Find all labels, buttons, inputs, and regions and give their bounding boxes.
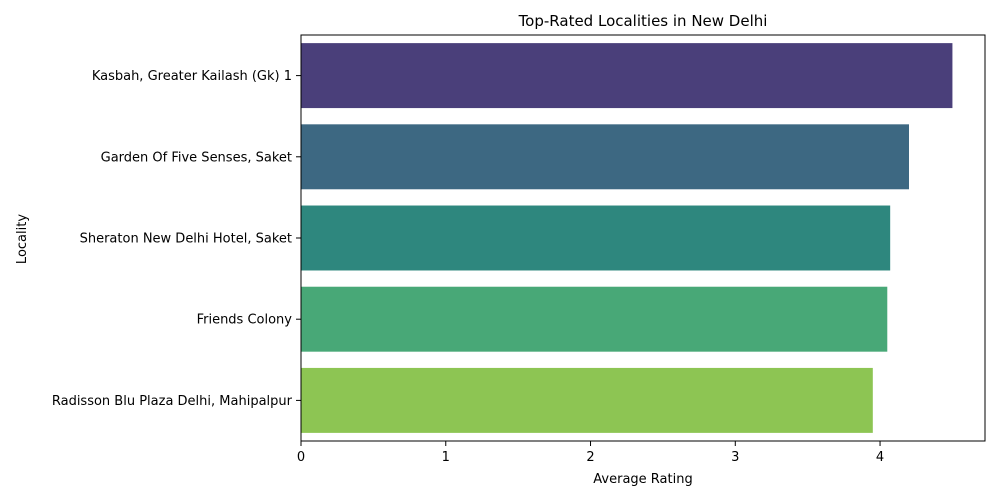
y-tick-label: Radisson Blu Plaza Delhi, Mahipalpur — [52, 394, 293, 409]
x-tick-label: 2 — [586, 450, 594, 465]
y-tick-label: Kasbah, Greater Kailash (Gk) 1 — [92, 69, 292, 84]
x-tick-label: 4 — [876, 450, 884, 465]
bar — [301, 124, 909, 190]
chart-title: Top-Rated Localities in New Delhi — [518, 12, 768, 30]
bar — [301, 205, 891, 271]
bars-layer — [301, 43, 953, 433]
bar — [301, 286, 888, 352]
y-axis-label: Locality — [15, 214, 30, 264]
x-axis-label: Average Rating — [593, 472, 692, 487]
y-tick-label: Friends Colony — [197, 313, 293, 328]
y-tick-label: Garden Of Five Senses, Saket — [101, 150, 292, 165]
x-tick-label: 0 — [297, 450, 305, 465]
bar — [301, 43, 953, 109]
bar — [301, 367, 873, 433]
ticks-layer: Kasbah, Greater Kailash (Gk) 1 Garden Of … — [52, 69, 884, 465]
y-tick-label: Sheraton New Delhi Hotel, Saket — [80, 232, 292, 247]
x-tick-label: 3 — [731, 450, 739, 465]
x-tick-label: 1 — [442, 450, 450, 465]
